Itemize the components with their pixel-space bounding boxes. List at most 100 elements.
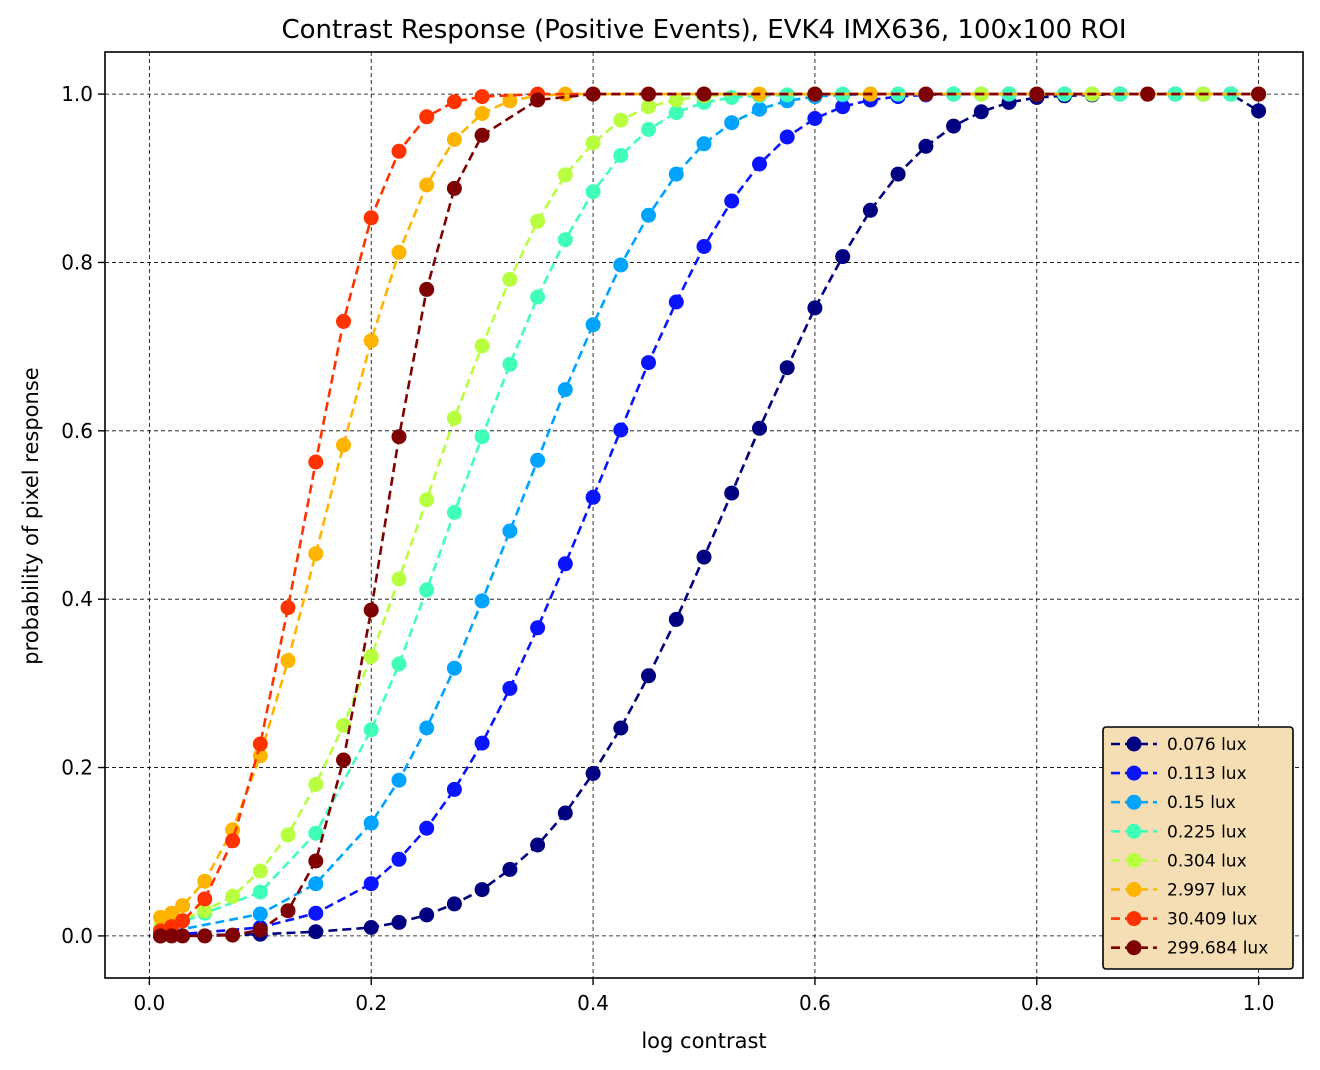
legend-marker: [1126, 911, 1142, 927]
data-point: [446, 94, 462, 110]
data-point: [391, 656, 407, 672]
y-tick-label: 0.6: [61, 419, 93, 443]
data-point: [391, 143, 407, 159]
data-point: [807, 111, 823, 126]
data-point: [197, 873, 213, 889]
plot-frame: [104, 51, 1304, 979]
data-point: [363, 876, 379, 892]
data-point: [391, 571, 407, 587]
data-point: [696, 86, 712, 102]
legend-label: 0.304 lux: [1167, 851, 1247, 871]
data-point: [280, 827, 296, 843]
data-point: [391, 429, 407, 445]
data-point: [502, 271, 518, 287]
data-point: [474, 127, 490, 143]
data-point: [641, 207, 656, 223]
data-point: [641, 668, 656, 684]
y-tick-label: 0.8: [61, 250, 93, 274]
series-line: [160, 92, 1259, 935]
data-point: [363, 210, 379, 226]
data-point: [724, 115, 740, 131]
data-point: [641, 99, 656, 115]
data-point: [153, 928, 168, 944]
data-point: [890, 166, 906, 182]
data-point: [419, 177, 435, 193]
x-tick-label: 0.2: [355, 991, 387, 1015]
legend-label: 2.997 lux: [1167, 881, 1247, 901]
data-point: [280, 903, 296, 919]
data-point: [164, 905, 180, 921]
data-point: [946, 118, 962, 134]
data-point: [308, 905, 324, 921]
data-point: [862, 202, 878, 218]
data-point: [641, 86, 656, 102]
data-point: [419, 720, 435, 736]
data-point: [752, 156, 767, 172]
data-point: [557, 556, 573, 572]
data-point: [613, 422, 629, 438]
legend-marker: [1126, 882, 1142, 897]
data-point: [419, 109, 435, 125]
data-point: [419, 281, 435, 297]
series-layer: [153, 86, 1267, 944]
data-point: [175, 913, 191, 929]
data-point: [225, 927, 241, 943]
data-point: [419, 492, 435, 508]
legend-label: 0.225 lux: [1167, 822, 1247, 842]
data-point: [474, 89, 490, 105]
data-point: [474, 338, 490, 354]
data-point: [391, 772, 407, 788]
data-point: [724, 485, 740, 501]
data-point: [363, 648, 379, 664]
legend-label: 0.076 lux: [1167, 735, 1247, 755]
data-point: [557, 167, 573, 183]
data-point: [363, 602, 379, 618]
data-point: [530, 92, 546, 108]
data-point: [391, 914, 407, 930]
data-point: [308, 924, 324, 940]
data-point: [835, 99, 851, 115]
axis-ticks: 0.0 0.2 0.4 0.6 0.8 1.0 0.0 0.2 0.4 0.6 0.8 1.0: [61, 82, 1274, 1015]
data-point: [585, 317, 601, 333]
data-point: [613, 257, 629, 273]
data-point: [446, 781, 462, 797]
data-point: [585, 489, 601, 505]
data-point: [419, 820, 435, 836]
data-point: [835, 249, 851, 265]
x-tick-label: 0.0: [133, 991, 165, 1015]
data-point: [724, 193, 740, 209]
data-point: [668, 611, 684, 627]
data-point: [474, 106, 490, 121]
data-point: [613, 148, 629, 163]
data-point: [502, 523, 518, 539]
x-tick-label: 0.8: [1021, 991, 1053, 1015]
data-point: [502, 93, 518, 109]
data-point: [557, 232, 573, 248]
data-point: [419, 582, 435, 598]
data-point: [752, 420, 767, 436]
data-point: [557, 382, 573, 398]
data-point: [164, 928, 180, 944]
data-point: [308, 876, 324, 892]
data-point: [252, 884, 268, 900]
data-point: [175, 928, 191, 944]
data-point: [419, 907, 435, 923]
data-point: [446, 410, 462, 426]
data-point: [446, 132, 462, 147]
y-tick-label: 0.0: [61, 924, 93, 948]
data-point: [1251, 103, 1267, 119]
data-point: [336, 718, 351, 733]
data-point: [446, 896, 462, 912]
x-axis-label: log contrast: [641, 1029, 766, 1053]
data-point: [280, 653, 296, 669]
data-point: [724, 90, 740, 105]
data-point: [252, 922, 268, 938]
data-point: [585, 86, 601, 102]
y-tick-label: 0.4: [61, 587, 93, 611]
data-point: [918, 86, 934, 102]
data-point: [530, 837, 546, 853]
data-point: [474, 735, 490, 751]
data-point: [308, 776, 324, 792]
